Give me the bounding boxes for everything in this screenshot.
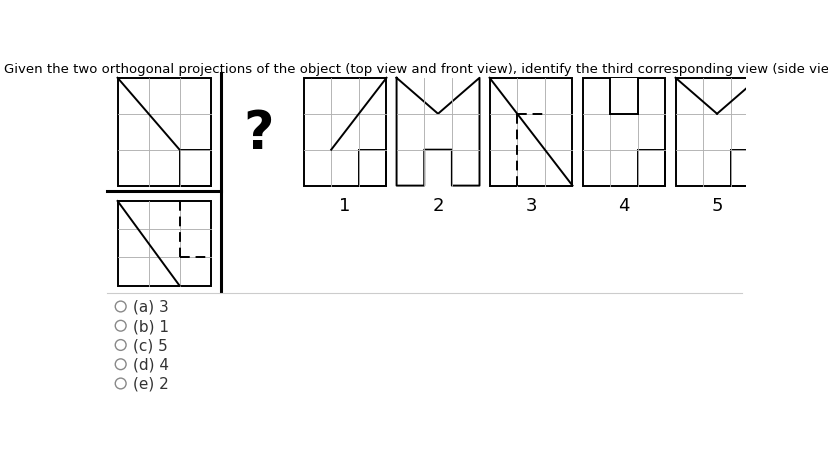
Bar xyxy=(303,79,386,186)
Bar xyxy=(359,150,386,186)
Text: (c) 5: (c) 5 xyxy=(133,338,167,353)
Text: 5: 5 xyxy=(710,197,722,215)
Text: (b) 1: (b) 1 xyxy=(133,318,169,334)
Text: (e) 2: (e) 2 xyxy=(133,376,169,391)
Bar xyxy=(609,79,637,115)
Text: ?: ? xyxy=(243,108,273,160)
Bar xyxy=(489,79,572,186)
Bar xyxy=(675,79,758,186)
Bar xyxy=(582,79,665,186)
Bar xyxy=(637,150,665,186)
Text: 1: 1 xyxy=(339,197,350,215)
Bar xyxy=(118,79,210,186)
Text: Given the two orthogonal projections of the object (top view and front view), id: Given the two orthogonal projections of … xyxy=(4,63,828,76)
Bar xyxy=(180,150,210,186)
Text: (d) 4: (d) 4 xyxy=(133,357,169,372)
Bar xyxy=(730,150,758,186)
Text: 4: 4 xyxy=(618,197,629,215)
Bar xyxy=(118,201,210,286)
Text: 3: 3 xyxy=(525,197,537,215)
Text: 2: 2 xyxy=(431,197,443,215)
Text: (a) 3: (a) 3 xyxy=(133,299,169,314)
